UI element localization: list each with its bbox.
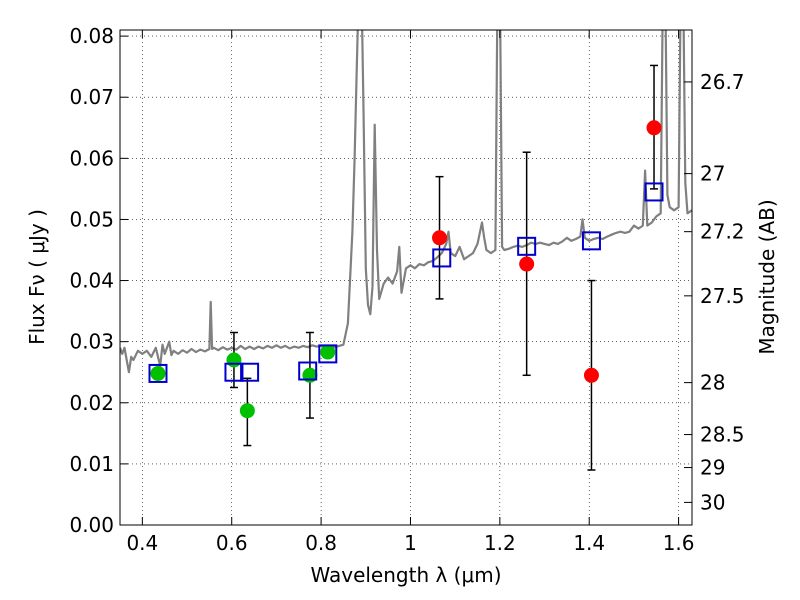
x-axis-title: Wavelength λ (μm) <box>310 563 501 587</box>
plot-area <box>120 30 692 525</box>
blue-square-marker <box>581 231 601 251</box>
y-axis-title: Flux Fν ( μJy ) <box>25 209 49 345</box>
y-tick-label: 0.07 <box>69 85 114 109</box>
model-spectrum-line <box>120 30 692 374</box>
y-tick-label: 0.05 <box>69 207 114 231</box>
green-data-point <box>320 344 336 360</box>
axis-ticks <box>120 30 692 526</box>
magnitude-tick-label: 27 <box>700 162 725 186</box>
green-data-point <box>226 352 242 368</box>
green-data-point <box>150 365 166 381</box>
red-data-point <box>646 120 662 136</box>
x-tick-label: 0.8 <box>305 531 337 555</box>
blue-square-marker <box>240 362 260 382</box>
plot-frame <box>119 29 693 526</box>
green-data-point <box>239 403 255 419</box>
blue-square-marker <box>148 363 168 383</box>
x-tick-label: 1.2 <box>484 531 516 555</box>
red-data-point <box>519 256 535 272</box>
y-tick-label: 0.02 <box>69 391 114 415</box>
y-tick-label: 0.06 <box>69 146 114 170</box>
y-tick-label: 0.08 <box>69 24 114 48</box>
axis-tick-labels: 0.4 0.6 0.8 1 1.2 1.4 1.6 0.00 0.01 0.02 0.03 0.04 0… <box>69 24 744 555</box>
magnitude-axis-title: Magnitude (AB) <box>755 199 779 354</box>
magnitude-tick-label: 29 <box>700 456 725 480</box>
blue-square-marker <box>224 362 244 382</box>
magnitude-tick-label: 28.5 <box>700 423 745 447</box>
blue-square-marker <box>644 182 664 202</box>
magnitude-tick-label: 27.2 <box>700 220 745 244</box>
x-tick-label: 1.6 <box>663 531 695 555</box>
blue-square-marker <box>517 236 537 256</box>
y-tick-label: 0.04 <box>69 269 114 293</box>
magnitude-tick-label: 26.7 <box>700 70 745 94</box>
magnitude-tick-label: 28 <box>700 371 725 395</box>
x-tick-label: 1 <box>404 531 417 555</box>
x-tick-label: 0.6 <box>216 531 248 555</box>
blue-square-marker <box>318 344 338 364</box>
y-tick-label: 0.00 <box>69 513 114 537</box>
blue-square-marker <box>432 248 452 268</box>
magnitude-tick-label: 30 <box>700 490 725 514</box>
model-spectrum-layer <box>120 30 692 374</box>
magnitude-tick-label: 27.5 <box>700 284 745 308</box>
green-data-point <box>302 367 318 383</box>
y-tick-label: 0.01 <box>69 452 114 476</box>
x-tick-label: 0.4 <box>126 531 158 555</box>
blue-square-marker <box>298 361 318 381</box>
y-tick-label: 0.03 <box>69 330 114 354</box>
red-data-point <box>583 367 599 383</box>
data-markers <box>148 120 664 419</box>
red-data-point <box>432 230 448 246</box>
x-tick-label: 1.4 <box>573 531 605 555</box>
